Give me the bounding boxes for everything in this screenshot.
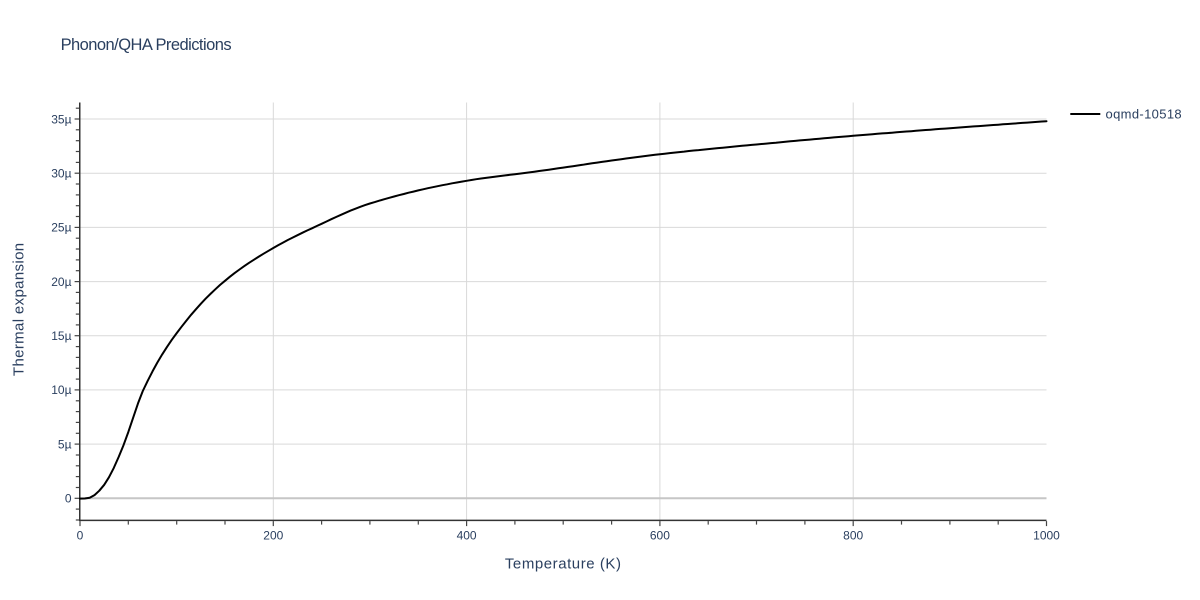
svg-text:800: 800 [843, 528, 863, 542]
svg-text:0: 0 [65, 492, 72, 506]
svg-text:30µ: 30µ [51, 167, 71, 181]
svg-text:400: 400 [457, 528, 477, 542]
svg-text:1000: 1000 [1033, 528, 1060, 542]
svg-text:25µ: 25µ [51, 221, 71, 235]
svg-text:600: 600 [650, 528, 670, 542]
svg-text:5µ: 5µ [58, 437, 72, 451]
svg-text:Thermal expansion: Thermal expansion [10, 243, 27, 377]
svg-text:Temperature (K): Temperature (K) [505, 556, 622, 573]
svg-text:Phonon/QHA Predictions: Phonon/QHA Predictions [61, 36, 232, 54]
svg-text:200: 200 [263, 528, 283, 542]
svg-text:35µ: 35µ [51, 112, 71, 126]
svg-text:15µ: 15µ [51, 329, 71, 343]
svg-text:10µ: 10µ [51, 383, 71, 397]
svg-text:oqmd-10518: oqmd-10518 [1106, 107, 1183, 122]
svg-text:0: 0 [77, 528, 84, 542]
svg-text:20µ: 20µ [51, 275, 71, 289]
